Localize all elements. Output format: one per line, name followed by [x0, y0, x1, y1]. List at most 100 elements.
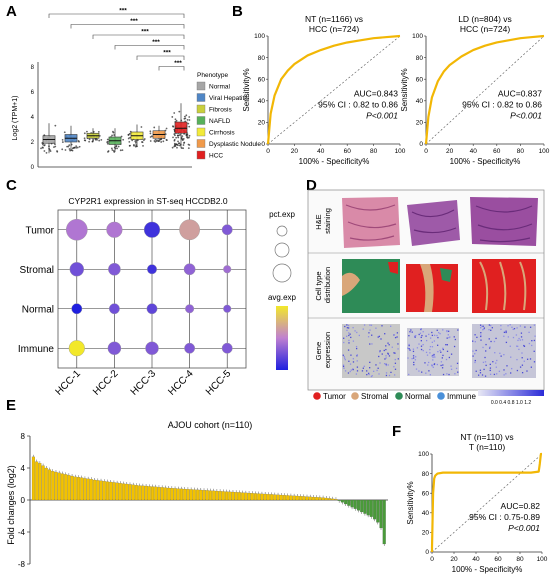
bar-33 [138, 485, 142, 501]
expression-spot [480, 327, 482, 329]
expression-spot [474, 341, 476, 343]
legend-dot-tumor [313, 392, 321, 400]
expression-spot [483, 328, 485, 330]
bar-14 [76, 477, 81, 501]
panel-d-row-label-he: H&E staining [314, 208, 332, 234]
expression-spot [387, 353, 390, 355]
roc-title-line1: NT (n=1166) vs [305, 14, 363, 24]
box-point [128, 141, 131, 143]
expression-spot [441, 367, 444, 369]
expression-spot [526, 370, 528, 372]
box-point [113, 134, 116, 136]
bar-21 [99, 480, 103, 501]
bar-19 [93, 479, 97, 501]
expression-spot [418, 333, 420, 336]
box-point [171, 116, 174, 118]
expression-spot [479, 369, 482, 371]
expression-spot [474, 361, 476, 364]
box-point [173, 112, 176, 114]
panel-c-color-legend-bar [276, 306, 288, 370]
expression-spot [394, 352, 396, 354]
bar-80 [289, 495, 293, 501]
panel-a-legend: Normal Viral Hepatitis Fibrosis NAFLD Cirrho… [196, 81, 261, 160]
expression-spot [441, 357, 443, 359]
box-point [141, 141, 143, 143]
box-point [70, 149, 73, 152]
box-point [127, 133, 130, 136]
expression-spot [348, 360, 350, 362]
legend-dot-normal [395, 392, 403, 400]
roc-ytick-label: 20 [422, 530, 430, 537]
expression-spot [412, 355, 415, 357]
bracket-3 [114, 45, 185, 50]
expression-spot [421, 334, 423, 337]
expression-spot [420, 328, 422, 331]
box-point [182, 147, 185, 150]
panel-e-ytick-label: 4 [21, 464, 26, 473]
expression-spot [533, 350, 535, 352]
expression-spot [414, 335, 416, 337]
expression-spot [523, 345, 526, 348]
dot-immune-hcc-5 [221, 342, 233, 354]
expression-spot [344, 325, 346, 328]
expression-spot [503, 374, 505, 376]
box-point [149, 132, 152, 135]
expression-spot [447, 330, 450, 332]
roc-diagonal [425, 35, 545, 145]
expression-spot [507, 325, 509, 327]
roc-ytick-label: 100 [412, 33, 423, 40]
box-point [98, 139, 101, 142]
box-point [188, 125, 191, 128]
expression-spot [490, 329, 492, 331]
expression-spot [429, 374, 432, 376]
expression-spot [349, 370, 351, 373]
expression-spot [346, 324, 348, 326]
expression-spot [416, 347, 419, 349]
expression-spot [434, 356, 436, 358]
expression-spot [344, 370, 347, 372]
expression-spot [349, 333, 351, 335]
expression-spot [350, 369, 352, 371]
expression-spot [520, 332, 523, 334]
expression-spot [446, 330, 448, 333]
panel-a-ytick-6: 6 [31, 90, 35, 96]
expression-spot [362, 328, 364, 330]
legend-label-6: HCC [209, 153, 223, 160]
box-point [114, 147, 117, 150]
roc-ytick-label: 100 [254, 33, 265, 40]
expression-spot [426, 354, 429, 356]
panel-label-a: A [6, 3, 17, 20]
expression-spot [414, 359, 417, 361]
expression-spot [524, 326, 526, 328]
roc-xtick-label: 0 [424, 148, 428, 155]
celltype-image-3-stroma [479, 261, 527, 311]
expression-spot [388, 374, 391, 377]
expression-spot [485, 364, 487, 367]
expression-spot [346, 335, 348, 337]
box-point [111, 149, 114, 151]
box-point [187, 122, 190, 125]
bar-0 [31, 456, 35, 501]
box-point [112, 131, 115, 134]
box-point [175, 119, 178, 122]
expression-spot [425, 372, 427, 374]
bar-35 [144, 485, 148, 501]
celltype-image-1-tumor [388, 262, 398, 274]
expression-spot [370, 375, 373, 378]
box-point [76, 146, 79, 149]
roc-curve [430, 452, 543, 552]
expression-spot [391, 346, 393, 348]
expression-spot [454, 338, 457, 341]
legend-swatch-3 [196, 116, 206, 125]
box-point [181, 135, 184, 138]
expression-spot [507, 336, 510, 338]
expression-spot [453, 336, 455, 338]
expression-spot [431, 334, 434, 337]
box-point [183, 142, 185, 144]
box-point [96, 138, 98, 141]
box-point [172, 125, 175, 128]
expression-spot [352, 358, 355, 360]
expression-spot [482, 329, 484, 331]
bar-97 [344, 499, 348, 505]
